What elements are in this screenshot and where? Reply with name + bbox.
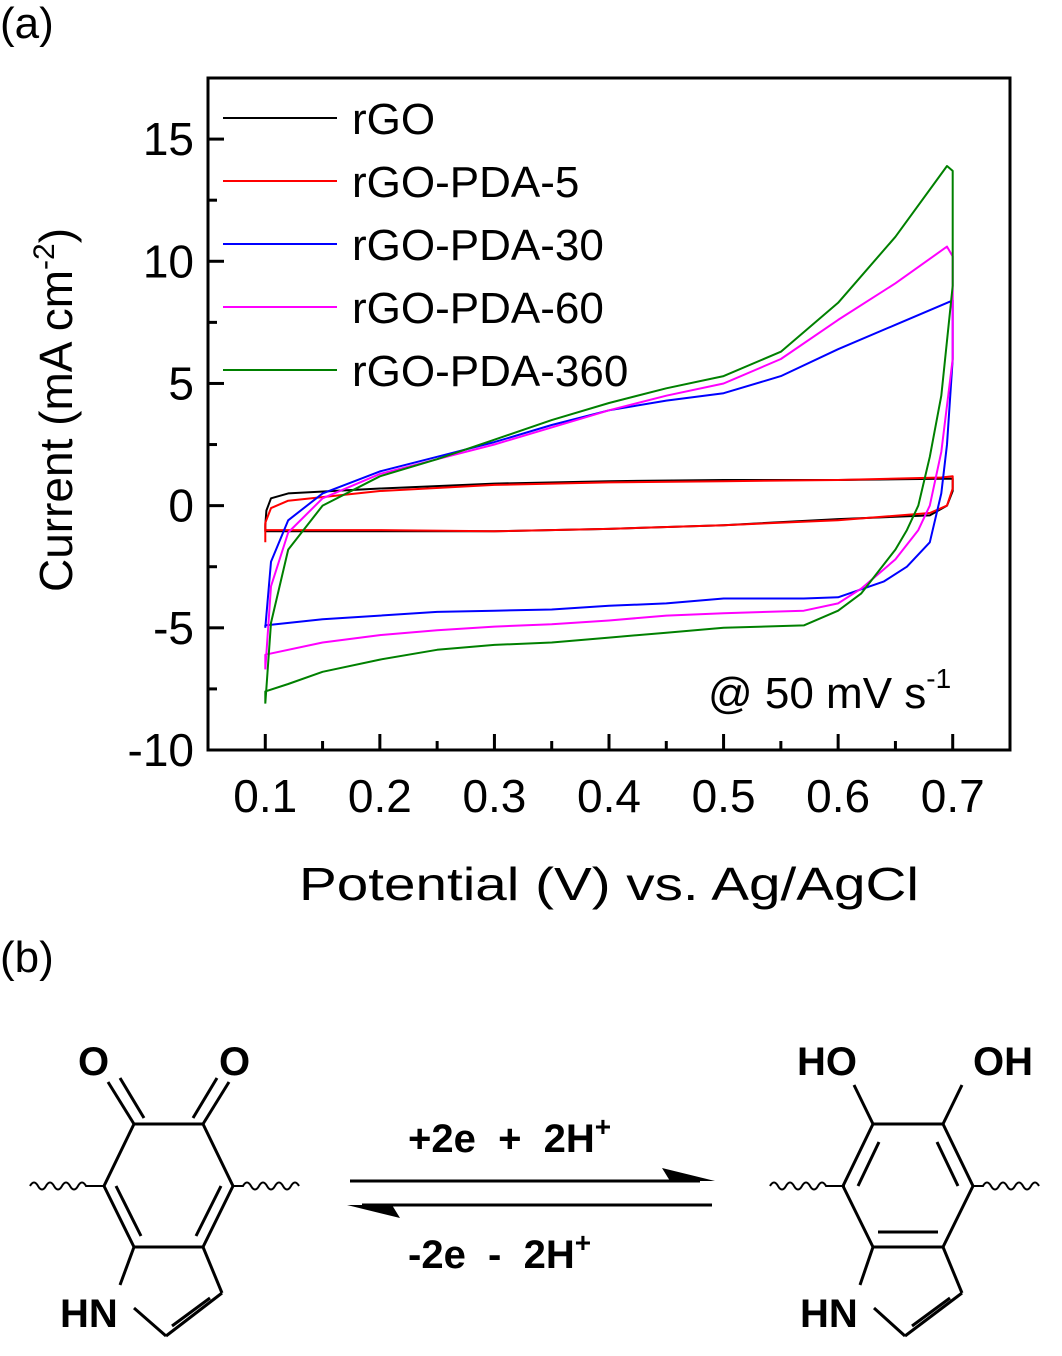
y-axis-label-sup: -2	[28, 243, 61, 270]
wavy-bond-right	[973, 1181, 1040, 1191]
equilibrium-arrows	[347, 1168, 715, 1218]
x-tick-label: 0.4	[577, 770, 641, 822]
legend-label: rGO	[352, 95, 435, 144]
wavy-bond-left	[769, 1181, 845, 1191]
scan-rate-text: @ 50 mV s	[708, 669, 926, 718]
y-axis-label-end: )	[30, 228, 82, 243]
atom-label-oh: OH	[973, 1040, 1033, 1084]
x-tick-label: 0.5	[692, 770, 756, 822]
reverse-condition-sup: +	[575, 1227, 591, 1258]
y-tick-label: 15	[143, 113, 194, 165]
y-axis-label-main: Current (mA cm	[30, 270, 82, 592]
wavy-bond-right	[233, 1181, 300, 1191]
forward-condition-text: +2e + 2H	[408, 1117, 595, 1161]
legend-label: rGO-PDA-30	[352, 221, 604, 270]
y-tick-label: 5	[168, 357, 194, 409]
y-tick-label: 10	[143, 235, 194, 287]
scan-rate-sup: -1	[926, 663, 951, 694]
forward-condition: +2e + 2H+	[408, 1111, 611, 1161]
series-line-rgo-pda-5	[264, 475, 954, 543]
atom-label-o1: O	[78, 1040, 109, 1084]
series-layer	[264, 165, 954, 704]
y-tick-label: 0	[168, 480, 194, 532]
x-axis: 0.1 0.2 0.3 0.4 0.5 0.6 0.7	[233, 734, 985, 822]
x-tick-label: 0.7	[921, 770, 985, 822]
panel-a-label: (a)	[0, 0, 54, 48]
forward-condition-sup: +	[595, 1111, 611, 1142]
y-axis-label: Current (mA cm-2)	[28, 228, 82, 592]
plot-frame	[206, 76, 1012, 752]
y-tick-label: -5	[153, 602, 194, 654]
x-tick-label: 0.2	[348, 770, 412, 822]
legend-label: rGO-PDA-360	[352, 347, 628, 396]
atom-label-o2: O	[219, 1040, 250, 1084]
reverse-condition: -2e - 2H+	[408, 1227, 591, 1277]
atom-label-ho: HO	[797, 1040, 857, 1084]
x-axis-label: Potential (V) vs. Ag/AgCl	[299, 858, 919, 910]
reverse-condition-text: -2e - 2H	[408, 1233, 575, 1277]
catechol-molecule	[769, 1084, 1040, 1338]
x-tick-label: 0.1	[233, 770, 297, 822]
series-line-rgo	[264, 477, 954, 533]
reverse-arrowhead	[347, 1205, 400, 1218]
x-tick-label: 0.6	[806, 770, 870, 822]
y-axis: -10 -5 0 5 10 15	[128, 113, 224, 776]
y-tick-label: -10	[128, 724, 194, 776]
series-line-rgo-pda-360	[264, 165, 954, 704]
legend: rGO rGO-PDA-5 rGO-PDA-30 rGO-PDA-60 rGO-PDA-…	[223, 95, 628, 396]
series-line-rgo-pda-60	[264, 245, 954, 670]
quinone-molecule	[29, 1077, 300, 1338]
atom-label-nh-right: HN	[800, 1292, 858, 1336]
legend-label: rGO-PDA-5	[352, 158, 579, 207]
reaction-scheme	[29, 1077, 1040, 1338]
panel-b-label: (b)	[0, 933, 54, 982]
x-tick-label: 0.3	[462, 770, 526, 822]
atom-label-nh-left: HN	[60, 1292, 118, 1336]
forward-arrowhead	[662, 1168, 715, 1181]
scan-rate-annotation: @ 50 mV s-1	[708, 663, 951, 718]
wavy-bond-left	[29, 1181, 104, 1191]
legend-label: rGO-PDA-60	[352, 284, 604, 333]
